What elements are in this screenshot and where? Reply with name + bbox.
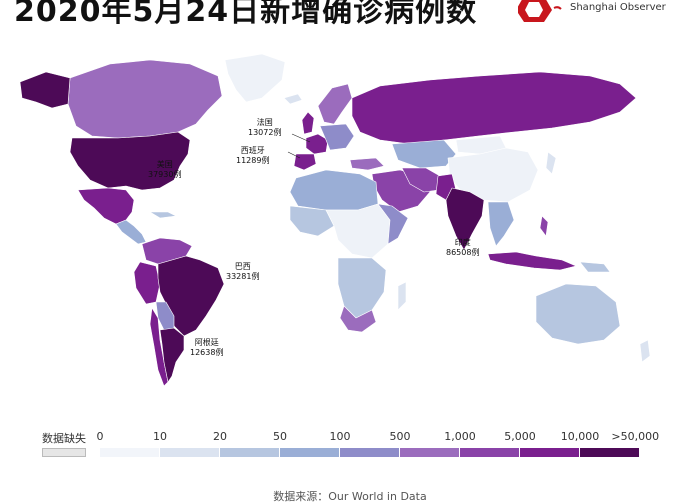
legend-bin bbox=[160, 448, 220, 457]
legend-tick: >50,000 bbox=[611, 430, 660, 443]
indonesia bbox=[487, 251, 577, 271]
source-note: 数据来源：Our World in Data bbox=[273, 490, 427, 503]
central-europe bbox=[319, 123, 355, 151]
france bbox=[305, 133, 329, 155]
page-title: 2020年5月24日新增确诊病例数 bbox=[14, 0, 478, 29]
chile bbox=[149, 307, 169, 387]
label-argentina: 阿根廷 12638例 bbox=[190, 338, 224, 357]
legend-tick: 20 bbox=[213, 430, 227, 443]
label-spain: 西班牙 11289例 bbox=[236, 146, 270, 165]
label-brazil: 巴西 33281例 bbox=[226, 262, 260, 281]
legend-bin bbox=[100, 448, 160, 457]
legend-tick: 0 bbox=[96, 430, 104, 443]
label-france: 法国 13072例 bbox=[248, 118, 282, 137]
legend-bin bbox=[400, 448, 460, 457]
iceland bbox=[283, 93, 303, 105]
legend-bin bbox=[460, 448, 520, 457]
legend-nodata-swatch bbox=[42, 448, 86, 457]
world-map-svg bbox=[19, 53, 651, 387]
world-map: 美国 37930例 法国 13072例 西班牙 11289例 巴西 33281例 阿根廷… bbox=[0, 40, 700, 440]
legend-tick: 1,000 bbox=[444, 430, 476, 443]
legend-bin bbox=[520, 448, 580, 457]
alaska bbox=[19, 71, 71, 109]
legend: 数据缺失 0 10 20 50 100 500 1,000 5,000 10,000 >50,00… bbox=[40, 430, 660, 460]
argentina bbox=[159, 327, 185, 383]
new-zealand bbox=[639, 339, 651, 363]
legend-tick: 5,000 bbox=[504, 430, 536, 443]
east-africa bbox=[377, 203, 409, 245]
logo: Shanghai Observer bbox=[518, 0, 688, 24]
legend-bin bbox=[220, 448, 280, 457]
legend-bin bbox=[340, 448, 400, 457]
shanghai-observer-logo-icon bbox=[518, 0, 562, 22]
china bbox=[447, 147, 539, 203]
peru bbox=[133, 261, 161, 305]
papua-new-guinea bbox=[579, 261, 611, 273]
central-america bbox=[115, 219, 147, 245]
turkey bbox=[349, 157, 385, 171]
brazil bbox=[157, 255, 225, 337]
cuba bbox=[149, 211, 177, 219]
leader-line-spain bbox=[287, 151, 301, 159]
scandinavia bbox=[317, 83, 353, 125]
japan bbox=[545, 151, 557, 175]
leader-line-france bbox=[291, 133, 311, 143]
russia bbox=[351, 71, 637, 145]
legend-bin bbox=[280, 448, 340, 457]
australia bbox=[535, 283, 621, 345]
madagascar bbox=[397, 281, 407, 311]
central-africa bbox=[325, 203, 391, 259]
india bbox=[445, 187, 485, 251]
kazakhstan bbox=[391, 139, 457, 169]
legend-tick: 500 bbox=[389, 430, 411, 443]
label-india: 印度 86508例 bbox=[446, 238, 480, 257]
southeast-asia bbox=[487, 201, 515, 247]
canada bbox=[67, 59, 223, 139]
united-kingdom bbox=[301, 111, 315, 135]
logo-text: Shanghai Observer bbox=[570, 2, 666, 13]
south-africa bbox=[339, 305, 377, 333]
mexico bbox=[77, 187, 135, 225]
legend-tick: 100 bbox=[329, 430, 351, 443]
legend-tick: 10,000 bbox=[560, 430, 600, 443]
legend-tick: 10 bbox=[153, 430, 167, 443]
philippines bbox=[539, 215, 549, 237]
north-africa bbox=[289, 169, 379, 211]
legend-bin bbox=[580, 448, 640, 457]
legend-nodata-label: 数据缺失 bbox=[42, 432, 86, 445]
label-usa: 美国 37930例 bbox=[148, 160, 182, 179]
greenland bbox=[224, 53, 286, 103]
united-states bbox=[69, 131, 191, 191]
legend-tick: 50 bbox=[273, 430, 287, 443]
